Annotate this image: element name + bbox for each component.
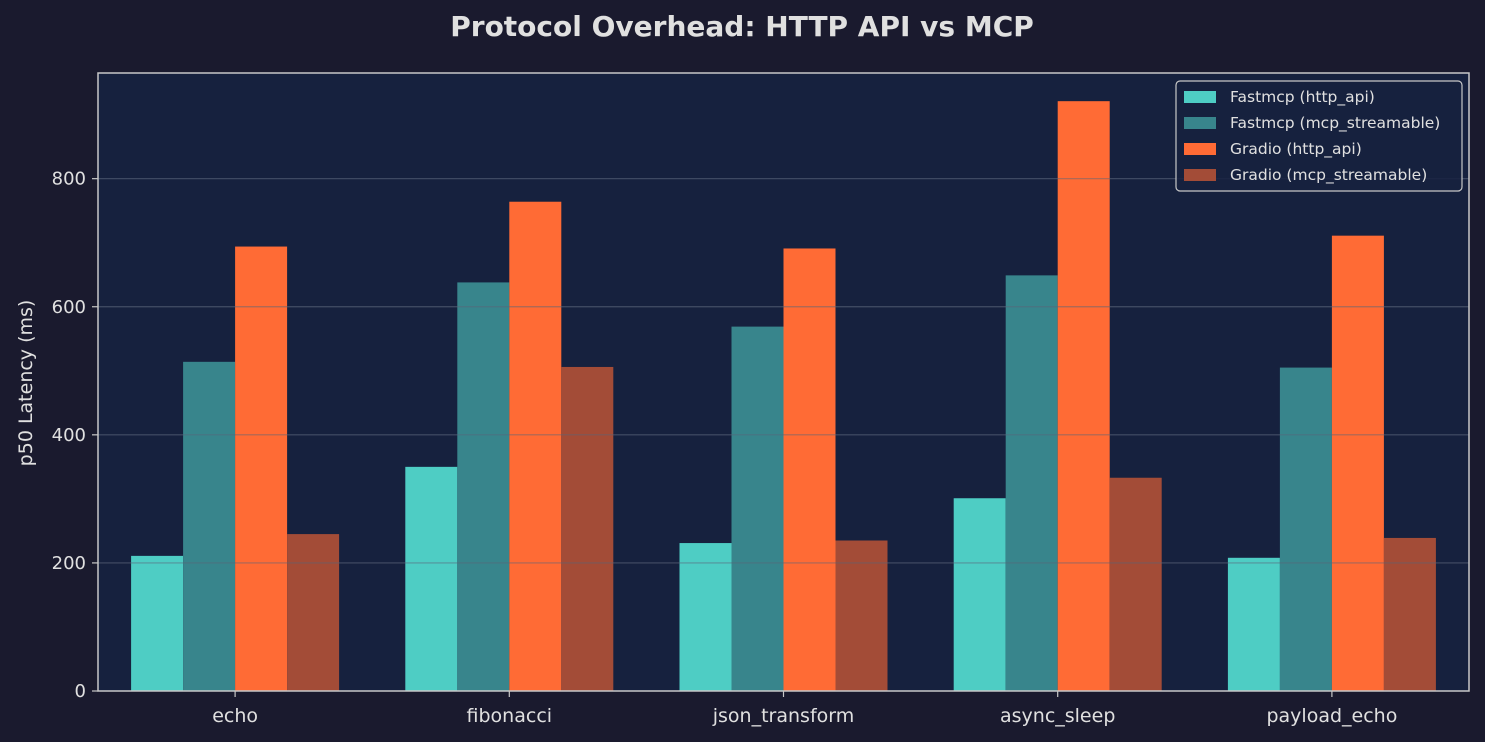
bar-payload_echo-2 bbox=[1331, 235, 1384, 691]
x-tick-label-payload_echo: payload_echo bbox=[1266, 705, 1397, 727]
legend-label-1: Fastmcp (mcp_streamable) bbox=[1230, 114, 1440, 133]
y-axis-label: p50 Latency (ms) bbox=[15, 300, 37, 467]
y-tick-label-0: 0 bbox=[75, 681, 86, 702]
bar-fibonacci-3 bbox=[561, 366, 614, 691]
bar-async_sleep-0 bbox=[953, 498, 1006, 691]
bar-fibonacci-1 bbox=[457, 282, 510, 691]
bar-echo-3 bbox=[287, 534, 340, 691]
legend: Fastmcp (http_api) Fastmcp (mcp_streamabl… bbox=[1175, 80, 1463, 192]
chart-title: Protocol Overhead: HTTP API vs MCP bbox=[450, 10, 1034, 43]
x-tick-label-fibonacci: fibonacci bbox=[467, 705, 553, 727]
y-tick-label-1: 200 bbox=[52, 553, 86, 574]
legend-frame bbox=[1175, 80, 1463, 192]
bar-payload_echo-1 bbox=[1279, 367, 1332, 691]
bar-async_sleep-3 bbox=[1109, 477, 1162, 691]
x-tick-label-json_transform: json_transform bbox=[712, 705, 855, 727]
bar-echo-2 bbox=[235, 246, 288, 691]
legend-label-2: Gradio (http_api) bbox=[1230, 140, 1362, 159]
y-tick-label-4: 800 bbox=[52, 169, 86, 190]
x-tick-label-async_sleep: async_sleep bbox=[1000, 705, 1115, 727]
y-tick-label-2: 400 bbox=[52, 425, 86, 446]
legend-swatch-0 bbox=[1184, 91, 1216, 103]
bar-json_transform-1 bbox=[731, 326, 784, 691]
legend-swatch-1 bbox=[1184, 117, 1216, 129]
legend-swatch-3 bbox=[1184, 169, 1216, 181]
bar-fibonacci-2 bbox=[509, 201, 562, 691]
bar-json_transform-3 bbox=[835, 540, 888, 691]
y-axis: 0 200 400 600 800 bbox=[52, 169, 98, 702]
bar-payload_echo-0 bbox=[1227, 557, 1280, 691]
x-tick-label-echo: echo bbox=[212, 705, 258, 727]
bar-fibonacci-0 bbox=[405, 466, 458, 691]
bar-async_sleep-2 bbox=[1057, 101, 1110, 692]
bars bbox=[131, 101, 1436, 692]
legend-label-3: Gradio (mcp_streamable) bbox=[1230, 166, 1427, 185]
bar-async_sleep-1 bbox=[1005, 275, 1058, 691]
legend-label-0: Fastmcp (http_api) bbox=[1230, 88, 1375, 107]
bar-payload_echo-3 bbox=[1383, 537, 1436, 691]
bar-echo-0 bbox=[131, 555, 184, 691]
bar-json_transform-2 bbox=[783, 248, 836, 691]
y-tick-label-3: 600 bbox=[52, 297, 86, 318]
bar-json_transform-0 bbox=[679, 543, 732, 691]
legend-swatch-2 bbox=[1184, 143, 1216, 155]
bar-echo-1 bbox=[183, 361, 236, 691]
x-axis: echo fibonacci json_transform async_sleep pa… bbox=[212, 691, 1397, 727]
